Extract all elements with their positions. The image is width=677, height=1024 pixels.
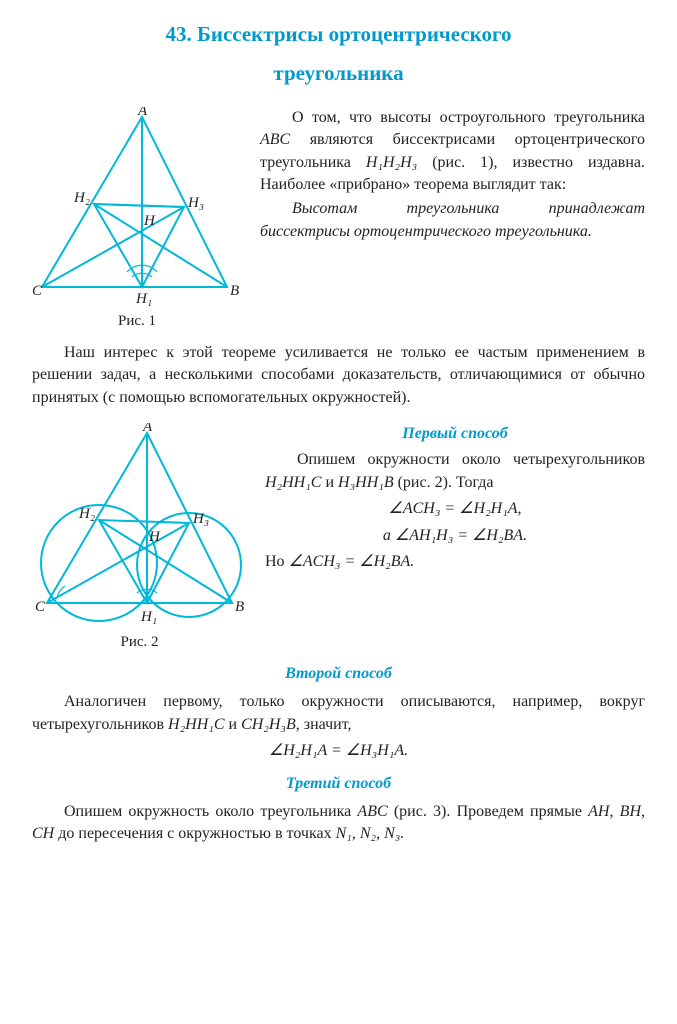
figure2-block: A B C H H₁ H₂ H₃ Рис. 2 Первый способ Оп… xyxy=(32,423,645,653)
figure2-container: A B C H H₁ H₂ H₃ Рис. 2 xyxy=(32,423,247,653)
page-title-line2: треугольника xyxy=(32,59,645,88)
method1-head: Первый способ xyxy=(265,423,645,445)
para1: О том, что высоты остроугольного треугол… xyxy=(260,107,645,197)
svg-text:B: B xyxy=(230,283,239,299)
n1n2n3: N₁, N₂, N₃. xyxy=(336,825,405,842)
math3a: Но xyxy=(265,553,289,570)
svg-text:H₃: H₃ xyxy=(192,511,209,527)
math4: ∠H₂H₁A = ∠H₃H₁A. xyxy=(32,740,645,762)
figure1-svg: A B C H H₁ H₂ H₃ xyxy=(32,107,242,307)
m3-b: (рис. 3). Проведем прямые xyxy=(388,803,589,820)
math1: ∠ACH₃ = ∠H₂H₁A, xyxy=(265,498,645,520)
abc-2: ABC xyxy=(357,803,387,820)
method2-head: Второй способ xyxy=(32,663,645,685)
m3-c: до пересечения с окружностью в точках xyxy=(54,825,335,842)
para1-a: О том, что высоты остроугольного треугол… xyxy=(292,109,645,126)
math3b: ∠ACH₃ = ∠H₂BA. xyxy=(289,553,415,570)
h3hh1b: H₃HH₁B xyxy=(338,474,394,491)
svg-text:H₁: H₁ xyxy=(140,609,157,625)
abc-1: ABC xyxy=(260,131,290,148)
m1-b: и xyxy=(321,474,338,491)
figure2-svg: A B C H H₁ H₂ H₃ xyxy=(32,423,247,628)
svg-text:H: H xyxy=(143,213,156,229)
svg-text:C: C xyxy=(32,283,43,299)
m2-c: , значит, xyxy=(296,716,352,733)
method1-p1: Опишем окружности около четырехугольнико… xyxy=(265,449,645,494)
figure1-caption: Рис. 1 xyxy=(32,311,242,332)
svg-text:A: A xyxy=(137,107,148,119)
svg-text:A: A xyxy=(142,423,153,435)
method3-p1: Опишем окружность около треугольника ABC… xyxy=(32,801,645,846)
svg-text:H₁: H₁ xyxy=(135,291,152,307)
italic-theorem: Высотам треугольника принадлежат биссект… xyxy=(260,198,645,243)
m1-a: Опишем окружности около четырехугольнико… xyxy=(297,451,645,468)
h1h2h3-1: H₁H₂H₃ xyxy=(366,154,417,171)
math3: Но ∠ACH₃ = ∠H₂BA. xyxy=(265,551,645,573)
method3-head: Третий способ xyxy=(32,773,645,795)
h2hh1c-2: H₂HH₁C xyxy=(168,716,224,733)
math2: а ∠AH₁H₃ = ∠H₂BA. xyxy=(265,525,645,547)
m3-a: Опишем окружность около треугольника xyxy=(64,803,357,820)
h2hh1c: H₂HH₁C xyxy=(265,474,321,491)
m2-b: и xyxy=(225,716,242,733)
figure1-container: A B C H H₁ H₂ H₃ Рис. 1 xyxy=(32,107,242,332)
ch2h3b: CH₂H₃B xyxy=(241,716,296,733)
method2-p1: Аналогичен первому, только окружности оп… xyxy=(32,691,645,736)
svg-text:H₃: H₃ xyxy=(187,195,204,211)
svg-text:C: C xyxy=(35,599,46,615)
figure1-block: A B C H H₁ H₂ H₃ Рис. 1 О том, что высот… xyxy=(32,107,645,332)
svg-text:H₂: H₂ xyxy=(78,506,95,522)
svg-text:H: H xyxy=(148,529,161,545)
method1-container: Первый способ Опишем окружности около че… xyxy=(265,423,645,575)
page-title-line1: 43. Биссектрисы ортоцентрического xyxy=(32,20,645,49)
m1-c: (рис. 2). Тогда xyxy=(394,474,494,491)
svg-text:B: B xyxy=(235,599,244,615)
svg-text:H₂: H₂ xyxy=(73,190,90,206)
para1-container: О том, что высоты остроугольного треугол… xyxy=(260,107,645,245)
para2: Наш интерес к этой теореме усиливается н… xyxy=(32,342,645,409)
figure2-caption: Рис. 2 xyxy=(32,632,247,653)
